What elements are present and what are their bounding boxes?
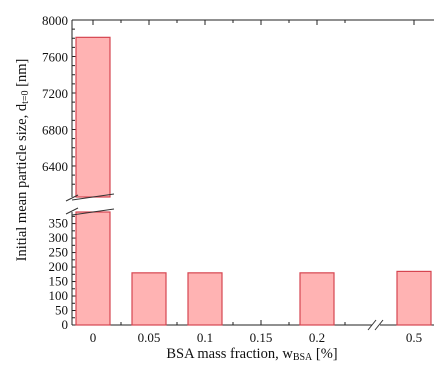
- x-axis-title-main: BSA mass fraction, w: [166, 346, 293, 362]
- y-tick-label-lower: 200: [49, 259, 69, 274]
- axis-breaks: [65, 193, 384, 331]
- x-tick-label: 0.5: [406, 330, 422, 345]
- y-tick-label-lower: 250: [49, 245, 69, 260]
- x-break-mark-right: [374, 319, 384, 331]
- bar: [396, 270, 432, 326]
- bar: [187, 272, 223, 326]
- bar-break-mark-upper: [71, 193, 115, 201]
- x-tick-label: 0.05: [138, 330, 161, 345]
- x-axis-title-unit: [%]: [312, 346, 337, 362]
- x-break-mark-left: [367, 319, 377, 331]
- y-tick-label-lower: 350: [49, 216, 69, 231]
- bars: [75, 36, 432, 326]
- x-axis-title-sub: BSA: [293, 352, 313, 363]
- y-tick-label-upper: 7200: [42, 86, 68, 101]
- axes: [71, 19, 434, 326]
- bar-lower-part: [75, 211, 111, 326]
- y-tick-label-upper: 6800: [42, 122, 68, 137]
- y-tick-label-lower: 300: [49, 230, 69, 245]
- y-tick-label-lower: 150: [49, 274, 69, 289]
- bar: [299, 272, 335, 326]
- y-tick-label-upper: 8000: [42, 13, 68, 28]
- x-tick-label: 0.15: [250, 330, 273, 345]
- y-tick-label-lower: 100: [49, 288, 69, 303]
- y-axis-title: Initial mean particle size, dt=0 [nm]: [14, 59, 31, 262]
- bar: [131, 272, 167, 326]
- x-axis-title: BSA mass fraction, wBSA [%]: [166, 346, 337, 363]
- y-axis-title-unit: [nm]: [14, 59, 30, 91]
- y-axis-title-main: Initial mean particle size, d: [14, 103, 30, 261]
- x-tick-label: 0: [90, 330, 97, 345]
- y-axis-title-sub: t=0: [20, 90, 31, 103]
- bar-upper-part: [75, 36, 111, 198]
- y-tick-label-lower: 50: [55, 303, 68, 318]
- y-tick-label-upper: 7600: [42, 49, 68, 64]
- x-tick-label: 0.2: [309, 330, 325, 345]
- y-tick-label-upper: 6400: [42, 159, 68, 174]
- y-break-mark-upper: [65, 194, 79, 202]
- bar-break-mark-lower: [71, 208, 115, 216]
- x-tick-label: 0.1: [197, 330, 213, 345]
- ticks: 6400680072007600800005010015020025030035…: [42, 13, 422, 345]
- y-break-mark-lower: [65, 207, 79, 215]
- y-tick-label-lower: 0: [62, 317, 69, 332]
